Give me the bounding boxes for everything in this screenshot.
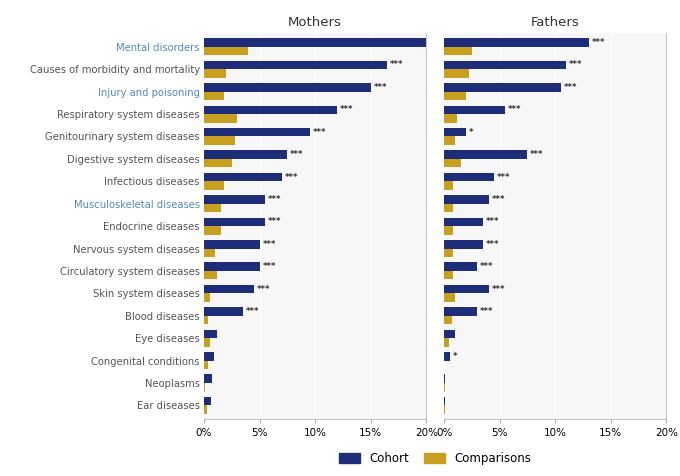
Bar (444, 114, 458, 122)
Bar (444, 240, 483, 248)
Text: ***: *** (530, 150, 544, 159)
Bar (444, 159, 461, 168)
Bar (204, 69, 226, 78)
Legend: Cohort, Comparisons: Cohort, Comparisons (335, 447, 536, 470)
Text: ***: *** (480, 262, 494, 271)
Text: ***: *** (592, 38, 605, 47)
Bar (444, 226, 453, 235)
Text: *: * (469, 128, 473, 137)
Bar (444, 47, 472, 55)
Text: ***: *** (312, 128, 326, 137)
Text: ***: *** (492, 195, 505, 204)
Bar (444, 248, 453, 257)
Bar (444, 383, 445, 392)
Text: ***: *** (245, 307, 259, 316)
Bar (444, 330, 455, 338)
Bar (204, 106, 337, 114)
Bar (444, 173, 494, 181)
Text: ***: *** (486, 240, 499, 249)
Text: ***: *** (340, 105, 354, 114)
Bar (204, 285, 254, 293)
Bar (204, 181, 224, 190)
Text: ***: *** (492, 285, 505, 294)
Bar (204, 47, 248, 55)
Text: ***: *** (268, 218, 282, 227)
Bar (444, 38, 589, 47)
Text: ***: *** (262, 262, 276, 271)
Bar (444, 137, 455, 145)
Bar (444, 293, 455, 302)
Bar (444, 204, 453, 212)
Title: Mothers: Mothers (288, 16, 342, 30)
Bar (204, 128, 309, 137)
Bar (204, 137, 235, 145)
Text: ***: *** (268, 195, 282, 204)
Bar (444, 195, 488, 204)
Bar (204, 218, 265, 226)
Title: Fathers: Fathers (531, 16, 579, 30)
Bar (204, 361, 209, 369)
Bar (444, 150, 528, 159)
Bar (204, 307, 243, 316)
Bar (204, 397, 211, 406)
Bar (204, 316, 209, 324)
Text: ***: *** (497, 172, 511, 181)
Bar (204, 91, 224, 100)
Text: ***: *** (285, 172, 298, 181)
Text: ***: *** (569, 60, 583, 69)
Bar (204, 248, 215, 257)
Bar (204, 150, 288, 159)
Bar (204, 38, 432, 47)
Bar (204, 114, 237, 122)
Text: ***: *** (290, 150, 304, 159)
Bar (444, 91, 466, 100)
Bar (444, 406, 445, 414)
Bar (204, 159, 232, 168)
Bar (204, 83, 371, 91)
Bar (204, 195, 265, 204)
Bar (204, 375, 211, 383)
Bar (204, 204, 221, 212)
Bar (444, 218, 483, 226)
Text: ***: *** (257, 285, 270, 294)
Bar (444, 106, 505, 114)
Text: *: * (452, 352, 457, 361)
Bar (204, 406, 207, 414)
Bar (444, 375, 445, 383)
Bar (204, 352, 214, 361)
Bar (204, 271, 218, 279)
Bar (204, 226, 221, 235)
Bar (204, 262, 260, 271)
Text: ***: *** (508, 105, 522, 114)
Bar (204, 240, 260, 248)
Text: ***: *** (373, 83, 387, 92)
Bar (444, 60, 566, 69)
Text: ***: *** (486, 218, 499, 227)
Bar (204, 330, 218, 338)
Bar (204, 293, 209, 302)
Bar (444, 307, 477, 316)
Bar (444, 128, 466, 137)
Bar (444, 69, 469, 78)
Bar (444, 316, 452, 324)
Bar (444, 271, 453, 279)
Text: ***: *** (480, 307, 494, 316)
Bar (444, 338, 449, 347)
Text: ***: *** (262, 240, 276, 249)
Bar (444, 397, 445, 406)
Bar (444, 83, 561, 91)
Bar (444, 181, 453, 190)
Bar (444, 262, 477, 271)
Bar (204, 60, 388, 69)
Bar (204, 173, 282, 181)
Bar (444, 352, 449, 361)
Text: ***: *** (564, 83, 577, 92)
Bar (204, 383, 205, 392)
Text: ***: *** (390, 60, 404, 69)
Bar (204, 338, 209, 347)
Bar (444, 285, 488, 293)
